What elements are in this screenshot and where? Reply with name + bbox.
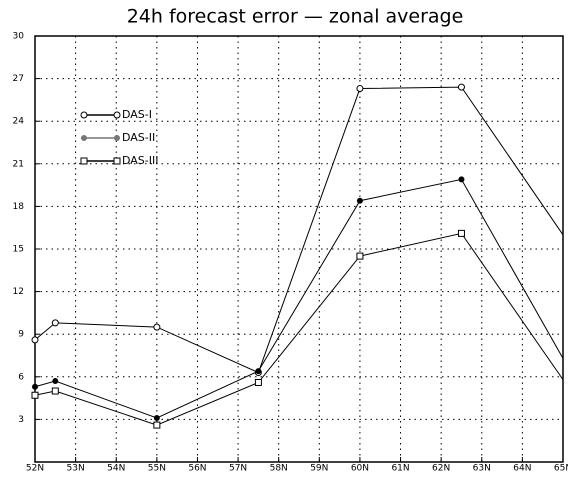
x-tick-label: 58N: [270, 464, 288, 474]
y-tick-label: 30: [13, 32, 25, 42]
legend-marker: [80, 157, 88, 165]
x-tick-label: 54N: [107, 464, 125, 474]
chart-title: 24h forecast error — zonal average: [127, 6, 464, 28]
data-point: [457, 83, 465, 91]
data-point: [255, 368, 262, 375]
series-line: [34, 232, 564, 426]
legend-marker: [81, 135, 87, 141]
data-point: [52, 378, 59, 385]
y-tick-label: 9: [18, 330, 24, 340]
x-tick-label: 57N: [229, 464, 247, 474]
data-point: [458, 176, 465, 183]
data-point: [51, 387, 59, 395]
legend-marker: [113, 157, 121, 165]
data-point: [153, 323, 161, 331]
legend-label: DAS-I: [122, 108, 152, 121]
data-point: [457, 229, 465, 237]
y-tick-label: 3: [18, 415, 24, 425]
x-tick-label: 63N: [473, 464, 491, 474]
x-tick-label: 65N: [554, 464, 568, 474]
data-point: [51, 319, 59, 327]
legend-label: DAS-III: [122, 154, 159, 167]
x-tick-label: 55N: [148, 464, 166, 474]
data-point: [356, 197, 363, 204]
legend-marker: [114, 135, 120, 141]
x-tick-label: 61N: [391, 464, 409, 474]
y-tick-label: 6: [18, 372, 24, 382]
data-point: [153, 421, 161, 429]
y-tick-label: 18: [13, 202, 25, 212]
legend-marker: [113, 111, 121, 119]
y-tick-label: 21: [13, 159, 24, 169]
x-tick-label: 62N: [432, 464, 450, 474]
x-tick-label: 59N: [310, 464, 328, 474]
y-tick-label: 24: [13, 117, 25, 127]
data-point: [356, 252, 364, 260]
y-tick-label: 12: [13, 287, 24, 297]
x-tick-label: 60N: [351, 464, 369, 474]
y-tick-label: 15: [13, 245, 24, 255]
legend-label: DAS-II: [122, 131, 155, 144]
x-tick-label: 53N: [67, 464, 85, 474]
data-point: [254, 378, 262, 386]
y-tick-label: 27: [13, 74, 24, 84]
x-tick-label: 52N: [26, 464, 44, 474]
series-line: [34, 86, 564, 374]
data-point: [31, 391, 39, 399]
x-tick-label: 64N: [513, 464, 531, 474]
data-point: [153, 414, 160, 421]
x-tick-label: 56N: [188, 464, 206, 474]
legend-marker: [80, 111, 88, 119]
data-point: [32, 383, 38, 390]
data-point: [356, 85, 364, 93]
series-line: [34, 178, 564, 419]
data-point: [31, 336, 39, 344]
